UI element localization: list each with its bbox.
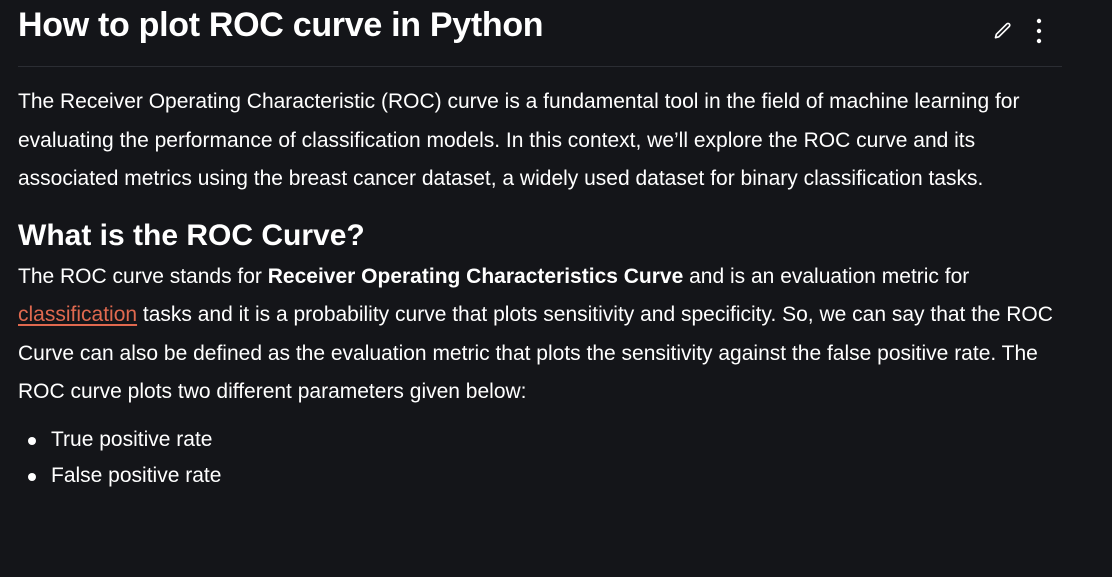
bullet-dot: [28, 472, 36, 481]
intro-paragraph: The Receiver Operating Characteristic (R…: [18, 90, 1020, 190]
parameters-list: True positive rate False positive rate: [18, 422, 1062, 494]
list-item: True positive rate: [28, 422, 1062, 458]
definition-text-mid: and is an evaluation metric for: [683, 264, 970, 288]
title-bar: How to plot ROC curve in Python: [18, 0, 1062, 67]
title-actions: [992, 16, 1050, 46]
article: How to plot ROC curve in Python The Rece…: [18, 0, 1062, 494]
pencil-icon[interactable]: [992, 16, 1014, 46]
bullet-dot: [28, 436, 36, 445]
definition-text-end: tasks and it is a probability curve that…: [18, 303, 1053, 403]
definition-paragraph: The ROC curve stands for Receiver Operat…: [18, 258, 1062, 412]
classification-link[interactable]: classification: [18, 303, 138, 326]
list-item: False positive rate: [28, 458, 1062, 494]
more-vertical-icon[interactable]: [1028, 16, 1050, 46]
definition-text-start: The ROC curve stands for: [18, 264, 268, 288]
list-item-text: False positive rate: [51, 463, 222, 487]
page-title: How to plot ROC curve in Python: [18, 6, 544, 44]
section-heading: What is the ROC Curve?: [18, 218, 365, 252]
definition-bold-term: Receiver Operating Characteristics Curve: [267, 264, 684, 288]
list-item-text: True positive rate: [51, 427, 213, 451]
